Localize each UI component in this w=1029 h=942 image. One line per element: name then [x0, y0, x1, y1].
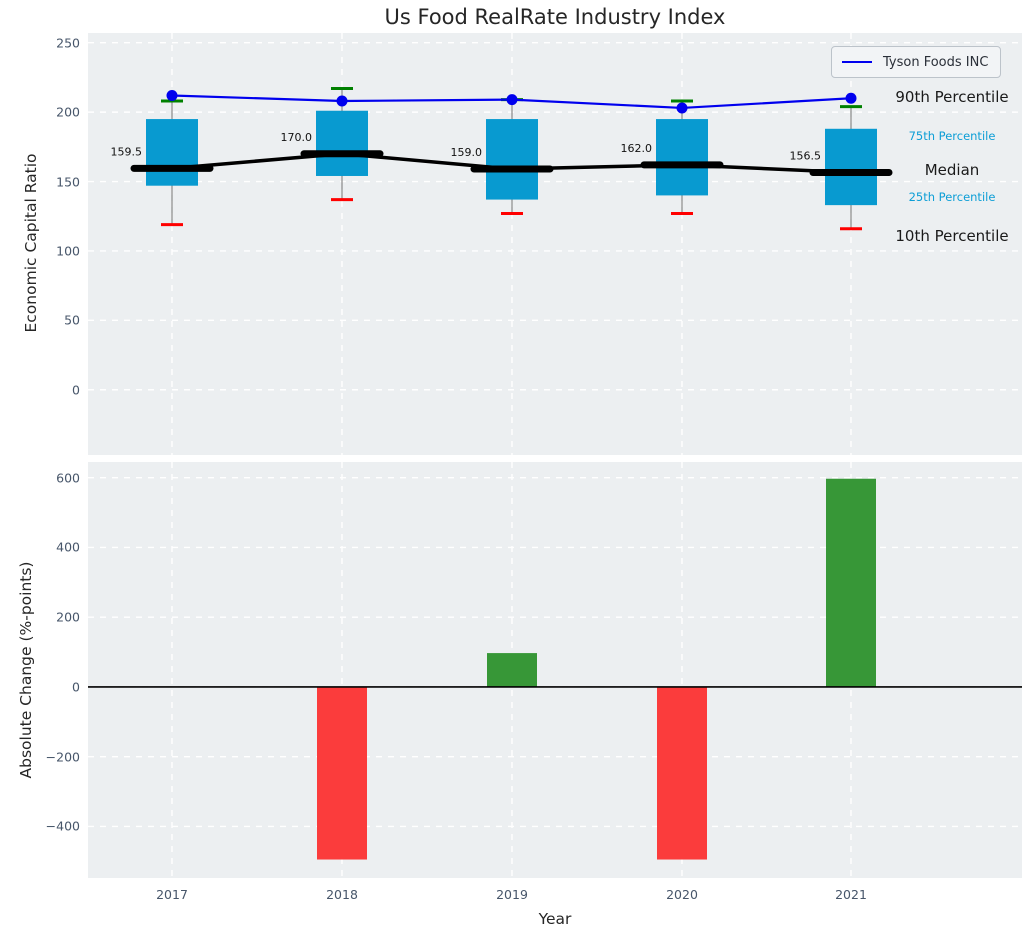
box-2017 [146, 119, 198, 186]
tyson-marker-2021 [846, 93, 857, 104]
tyson-marker-2019 [507, 94, 518, 105]
y-tick-label-bottom-400: 400 [0, 540, 80, 555]
median-annotation-2017: 159.5 [111, 145, 143, 158]
percentile-label-90th-percentile: 90th Percentile [895, 88, 1008, 106]
median-annotation-2020: 162.0 [621, 142, 653, 155]
legend-label: Tyson Foods INC [883, 55, 988, 70]
x-tick-label-2018: 2018 [326, 887, 358, 902]
chart-title: Us Food RealRate Industry Index [88, 5, 1022, 29]
y-tick-label-top-150: 150 [0, 174, 80, 189]
percentile-label-75th-percentile: 75th Percentile [909, 129, 996, 143]
bottom-plot-area [88, 462, 1022, 878]
median-annotation-2018: 170.0 [281, 131, 313, 144]
y-tick-label-top-250: 250 [0, 35, 80, 50]
top-plot-area: 159.5 170.0 159.0 162.0 156.5 [88, 33, 1022, 455]
change-bar-2020 [657, 687, 707, 860]
legend: Tyson Foods INC [831, 46, 1001, 78]
tyson-marker-2018 [337, 96, 348, 107]
x-axis-label: Year [539, 910, 572, 928]
x-tick-label-2019: 2019 [496, 887, 528, 902]
x-tick-label-2017: 2017 [156, 887, 188, 902]
box-2018 [316, 111, 368, 176]
y-tick-label-top-100: 100 [0, 243, 80, 258]
percentile-label-10th-percentile: 10th Percentile [895, 227, 1008, 245]
figure-root: Us Food RealRate Industry Index 159.5 170… [0, 0, 1029, 942]
box-2020 [656, 119, 708, 195]
tyson-marker-2017 [167, 90, 178, 101]
legend-line-swatch [842, 61, 872, 63]
y-tick-label-top-200: 200 [0, 105, 80, 120]
y-tick-label-bottom-600: 600 [0, 470, 80, 485]
change-bar-2021 [826, 479, 876, 687]
box-2021 [825, 129, 877, 205]
y-tick-label-bottom-200: 200 [0, 610, 80, 625]
y-tick-label-top-0: 0 [0, 382, 80, 397]
median-annotation-2021: 156.5 [790, 150, 822, 163]
tyson-marker-2020 [677, 102, 688, 113]
y-tick-label-bottom--400: −400 [0, 819, 80, 834]
box-plot-canvas: 159.5 170.0 159.0 162.0 156.5 [88, 33, 1022, 455]
y-axis-label-bottom: Absolute Change (%-points) [17, 562, 35, 779]
x-tick-label-2020: 2020 [666, 887, 698, 902]
y-tick-label-top-50: 50 [0, 313, 80, 328]
change-bar-2019 [487, 653, 537, 687]
box-2019 [486, 119, 538, 200]
median-annotation-2019: 159.0 [451, 146, 483, 159]
change-bar-2018 [317, 687, 367, 860]
y-tick-label-bottom--200: −200 [0, 749, 80, 764]
percentile-label-median: Median [925, 161, 980, 179]
percentile-label-25th-percentile: 25th Percentile [909, 190, 996, 204]
bar-chart-canvas [88, 462, 1022, 878]
x-tick-label-2021: 2021 [835, 887, 867, 902]
y-tick-label-bottom-0: 0 [0, 679, 80, 694]
